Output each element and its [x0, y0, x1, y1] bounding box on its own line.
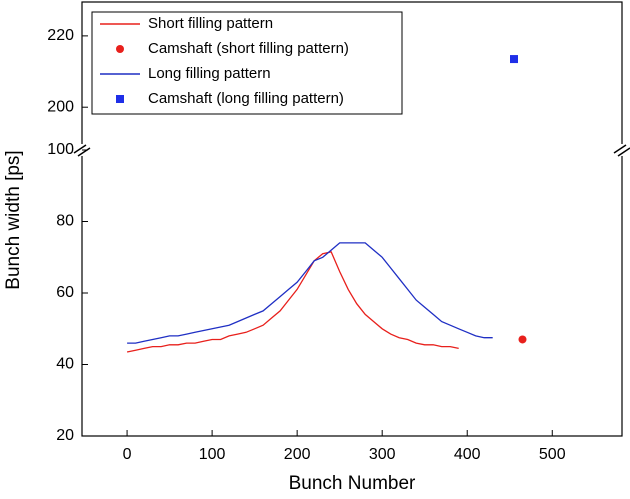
- y-tick-label: 80: [56, 213, 74, 230]
- data-line: [127, 242, 493, 344]
- x-tick-label: 300: [369, 446, 396, 463]
- plot-frame: [81, 1, 623, 437]
- y-tick-label: 40: [56, 356, 74, 373]
- y-tick-label: 220: [47, 27, 74, 44]
- y-tick-label: 200: [47, 98, 74, 115]
- x-tick-label: 200: [284, 446, 311, 463]
- x-tick-label: 400: [454, 446, 481, 463]
- legend-label: Camshaft (long filling pattern): [148, 90, 344, 107]
- axis-break: [72, 144, 630, 157]
- legend-swatch: [116, 45, 124, 53]
- legend-box: [91, 11, 403, 115]
- x-tick-label: 500: [539, 446, 566, 463]
- data-point: [510, 55, 518, 64]
- x-tick-label: 0: [123, 446, 132, 463]
- x-axis-title: Bunch Number: [289, 473, 416, 494]
- legend-swatch: [116, 95, 124, 103]
- data-point: [518, 335, 527, 344]
- x-tick-label: 100: [199, 446, 226, 463]
- legend-label: Camshaft (short filling pattern): [148, 40, 349, 57]
- y-tick-label: 60: [56, 284, 74, 301]
- legend-label: Short filling pattern: [148, 15, 273, 32]
- data-line: [126, 251, 459, 353]
- y-tick-label: 100: [47, 141, 74, 158]
- legend-label: Long filling pattern: [148, 65, 271, 82]
- y-tick-label: 20: [56, 427, 74, 444]
- y-axis-title: Bunch width [ps]: [3, 150, 24, 289]
